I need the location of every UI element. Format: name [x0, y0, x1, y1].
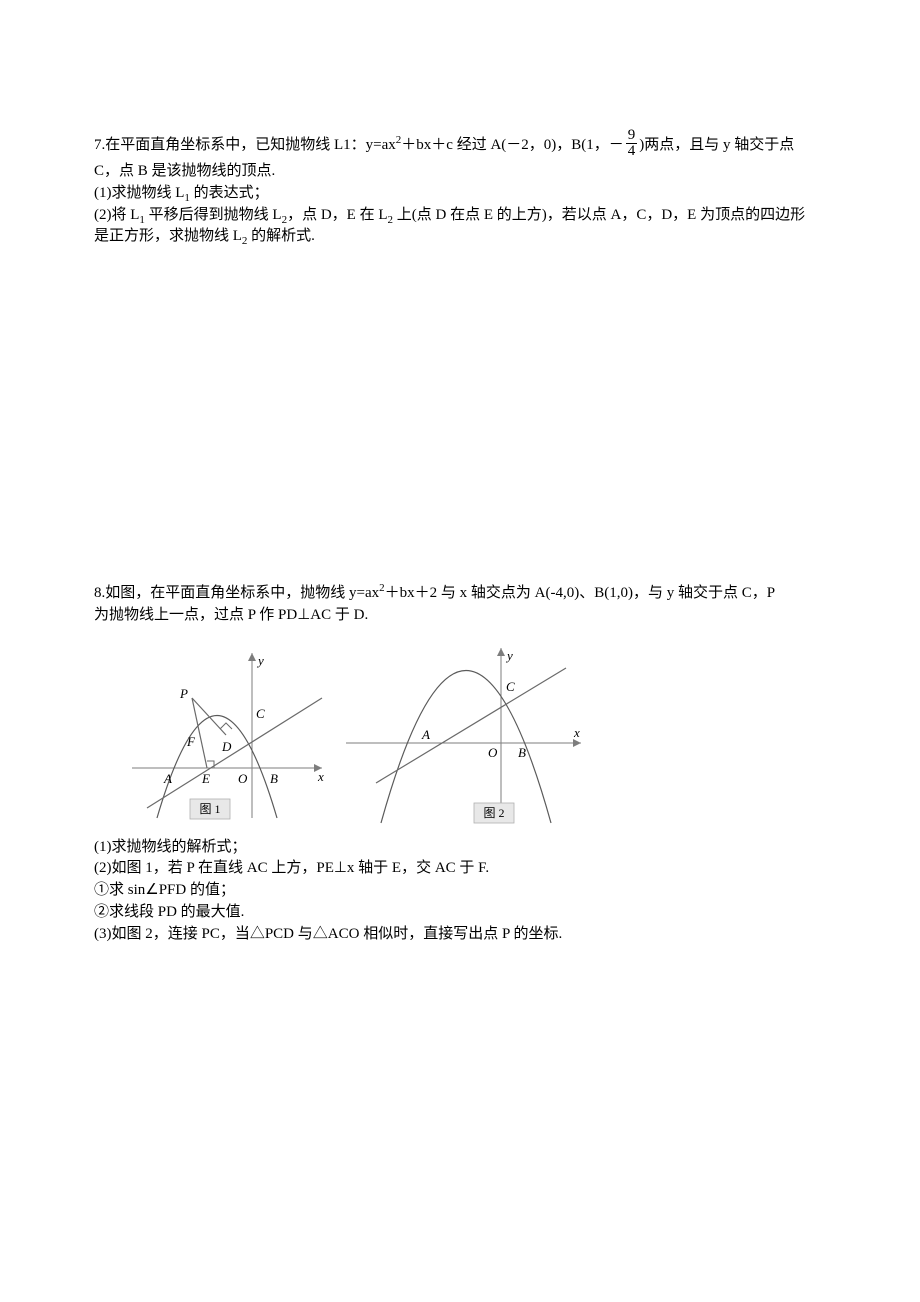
fig2-label-C: C: [506, 679, 515, 694]
fig2-label-A: A: [421, 727, 430, 742]
figures-row: y x A E O B P F D C 图 1: [122, 633, 826, 833]
fig1-line-ac: [147, 698, 322, 808]
p8-part1: (1)求抛物线的解析式；: [94, 837, 826, 859]
fig2-label-B: B: [518, 745, 526, 760]
fig1-label-D: D: [221, 739, 232, 754]
fig1-label-A: A: [163, 771, 172, 786]
p7-line2: C，点 B 是该抛物线的顶点.: [94, 161, 826, 183]
figure-2: y x A O B C 图 2: [336, 633, 586, 833]
fig1-label-y: y: [256, 653, 264, 668]
fig2-y-arrow: [497, 648, 505, 656]
fig1-label-E: E: [201, 771, 210, 786]
fig1-label-P: P: [179, 686, 188, 701]
p8-part2-1: ①求 sin∠PFD 的值；: [94, 880, 826, 902]
fig1-caption: 图 1: [199, 802, 220, 816]
p7-p2-d: 上(点 D 在点 E 的上方)，若以点 A，C，D，E 为顶点的四边形: [393, 207, 805, 223]
figure-1: y x A E O B P F D C 图 1: [122, 643, 332, 833]
vertical-gap: [94, 248, 826, 583]
p8-line1: 8.如图，在平面直角坐标系中，抛物线 y=ax2＋bx＋2 与 x 轴交点为 A…: [94, 583, 826, 605]
p8-part2: (2)如图 1，若 P 在直线 AC 上方，PE⊥x 轴于 E，交 AC 于 F…: [94, 858, 826, 880]
fig1-label-O: O: [238, 771, 248, 786]
p7-p2-l2b: 的解析式.: [247, 228, 315, 244]
fig1-label-B: B: [270, 771, 278, 786]
p7-p2-c: ，点 D，E 在 L: [287, 207, 387, 223]
p7-number: 7.: [94, 137, 105, 153]
p7-frac-num: 9: [626, 128, 638, 144]
p7-part1-a: (1)求抛物线 L: [94, 185, 184, 201]
p7-p2-a: (2)将 L: [94, 207, 139, 223]
fig2-label-y: y: [505, 648, 513, 663]
fig2-label-O: O: [488, 745, 498, 760]
fig1-label-x: x: [317, 769, 324, 784]
p8-line2: 为抛物线上一点，过点 P 作 PD⊥AC 于 D.: [94, 605, 826, 627]
fig2-caption: 图 2: [483, 806, 504, 820]
problem-8: 8.如图，在平面直角坐标系中，抛物线 y=ax2＋bx＋2 与 x 轴交点为 A…: [94, 583, 826, 945]
p8-number: 8.: [94, 585, 105, 601]
p8-intro-b: ＋bx＋2 与 x 轴交点为 A(-4,0)、B(1,0)，与 y 轴交于点 C…: [385, 585, 775, 601]
fig1-label-F: F: [186, 734, 196, 749]
p7-part1: (1)求抛物线 L1 的表达式；: [94, 183, 826, 205]
p7-p2-b: 平移后得到抛物线 L: [145, 207, 282, 223]
problem-7: 7.在平面直角坐标系中，已知抛物线 L1：y=ax2＋bx＋c 经过 A(－2，…: [94, 130, 826, 248]
p7-line1: 7.在平面直角坐标系中，已知抛物线 L1：y=ax2＋bx＋c 经过 A(－2，…: [94, 130, 826, 161]
fig1-segment-pe: [192, 698, 207, 768]
p7-frac-den: 4: [626, 144, 638, 159]
p7-intro-b: ＋bx＋c 经过 A(－2，0)，B(1，－: [401, 137, 623, 153]
p7-intro-c: )两点，且与 y 轴交于点: [639, 137, 794, 153]
p7-part2-l2: 是正方形，求抛物线 L2 的解析式.: [94, 226, 826, 248]
fig2-label-x: x: [573, 725, 580, 740]
p7-p2-l2a: 是正方形，求抛物线 L: [94, 228, 242, 244]
p8-part3: (3)如图 2，连接 PC，当△PCD 与△ACO 相似时，直接写出点 P 的坐…: [94, 924, 826, 946]
p8-part2-2: ②求线段 PD 的最大值.: [94, 902, 826, 924]
p8-intro-a: 如图，在平面直角坐标系中，抛物线 y=ax: [105, 585, 379, 601]
p7-intro-a: 在平面直角坐标系中，已知抛物线 L1：y=ax: [105, 137, 396, 153]
p7-part1-b: 的表达式；: [190, 185, 269, 201]
fig2-line-ac: [376, 668, 566, 783]
fig2-x-arrow: [573, 739, 581, 747]
fig1-label-C: C: [256, 706, 265, 721]
p7-frac: 94: [626, 128, 638, 159]
fig1-right-angle-d: [220, 723, 232, 729]
p7-part2-l1: (2)将 L1 平移后得到抛物线 L2，点 D，E 在 L2 上(点 D 在点 …: [94, 205, 826, 227]
fig1-y-arrow: [248, 653, 256, 661]
